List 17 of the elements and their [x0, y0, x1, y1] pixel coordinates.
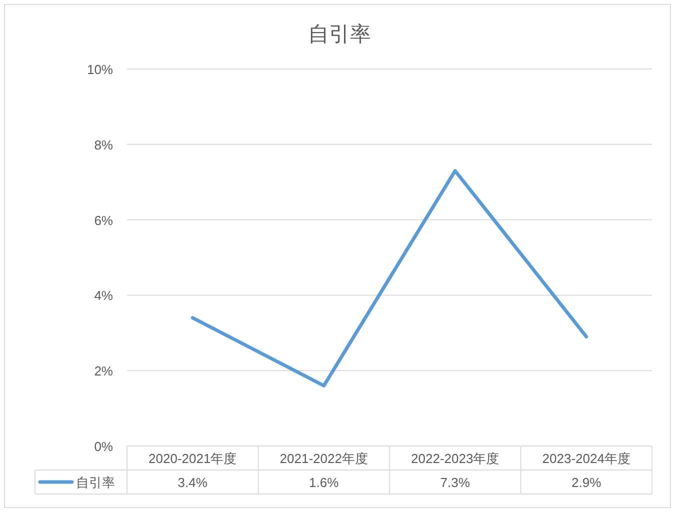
- y-tick-label: 8%: [94, 137, 114, 152]
- x-tick-label: 2020-2021年度: [148, 451, 237, 466]
- x-tick-label: 2022-2023年度: [411, 451, 500, 466]
- data-label: 1.6%: [309, 475, 340, 490]
- data-label: 3.4%: [178, 475, 208, 490]
- data-label: 2.9%: [572, 475, 602, 490]
- data-label: 7.3%: [440, 475, 470, 490]
- y-tick-label: 10%: [86, 62, 114, 77]
- y-tick-label: 6%: [94, 212, 114, 228]
- x-tick-label: 2023-2024年度: [542, 451, 630, 466]
- y-tick-label: 2%: [94, 364, 114, 379]
- chart-title: 自引率: [308, 23, 371, 46]
- y-tick-label: 0%: [94, 439, 114, 454]
- x-tick-label: 2021-2022年度: [280, 451, 368, 466]
- y-tick-label: 4%: [94, 288, 114, 304]
- legend-label: 自引率: [76, 475, 115, 490]
- line-series: [190, 169, 588, 388]
